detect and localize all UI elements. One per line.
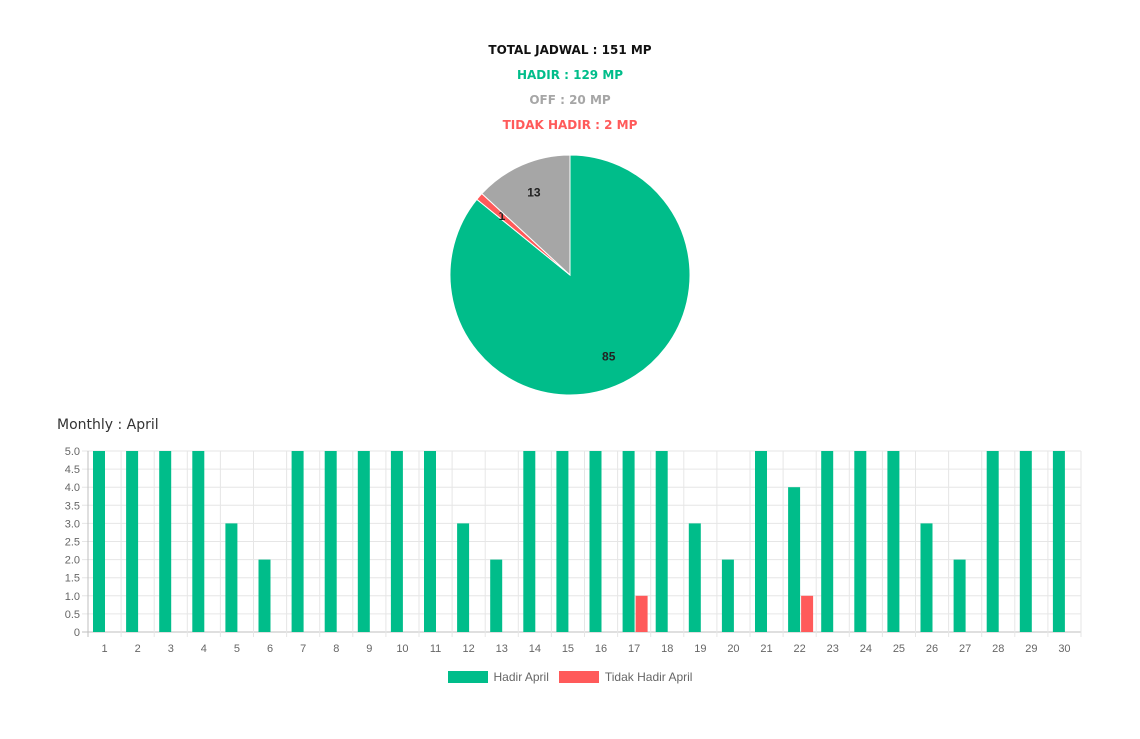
pie-data-label-tidak-hadir: 1 <box>499 209 506 223</box>
bar-hadir-day-18 <box>655 451 668 632</box>
x-tick-label: 19 <box>694 643 706 655</box>
pie-data-label-hadir: 85 <box>602 349 616 363</box>
bar-hadir-day-27 <box>953 559 966 632</box>
legend-swatch-tidak-hadir <box>558 671 599 683</box>
bar-hadir-day-25 <box>887 451 900 632</box>
y-tick-label: 2.5 <box>65 537 80 549</box>
y-tick-label: 0.5 <box>65 609 80 621</box>
bar-hadir-day-3 <box>159 451 172 632</box>
y-tick-label: 5.0 <box>65 446 80 458</box>
x-tick-label: 15 <box>562 643 574 655</box>
bar-hadir-day-24 <box>854 451 867 632</box>
pie-data-label-off: 13 <box>527 186 541 200</box>
bar-hadir-day-23 <box>821 451 834 632</box>
bar-hadir-day-6 <box>258 559 271 632</box>
y-tick-label: 2.0 <box>65 555 80 567</box>
x-tick-label: 1 <box>101 643 107 655</box>
bar-hadir-day-9 <box>357 451 370 632</box>
bar-hadir-day-19 <box>688 523 701 632</box>
x-tick-label: 26 <box>926 643 938 655</box>
bar-chart-legend: Hadir April Tidak Hadir April <box>0 670 1140 684</box>
x-tick-label: 21 <box>760 643 772 655</box>
absent-count-label: TIDAK HADIR : 2 MP <box>502 118 638 132</box>
x-tick-label: 28 <box>992 643 1004 655</box>
x-tick-label: 29 <box>1025 643 1037 655</box>
bar-hadir-day-7 <box>291 451 304 632</box>
legend-label-tidak-hadir: Tidak Hadir April <box>604 670 693 684</box>
x-tick-label: 23 <box>827 643 839 655</box>
bar-hadir-day-17 <box>622 451 635 632</box>
bar-hadir-day-26 <box>920 523 933 632</box>
legend-item-tidak-hadir[interactable]: Tidak Hadir April <box>558 670 693 684</box>
bar-hadir-day-5 <box>225 523 238 632</box>
bar-hadir-day-21 <box>755 451 767 632</box>
x-tick-label: 16 <box>595 643 607 655</box>
y-tick-label: 0 <box>74 627 80 639</box>
bar-tidak-hadir-day-22 <box>801 595 814 632</box>
y-tick-label: 3.0 <box>65 518 80 530</box>
y-tick-label: 1.0 <box>65 591 80 603</box>
x-tick-label: 11 <box>430 643 441 655</box>
legend-label-hadir: Hadir April <box>493 670 549 684</box>
y-tick-label: 4.5 <box>65 464 80 476</box>
bar-hadir-day-28 <box>986 451 999 632</box>
bar-hadir-day-12 <box>457 523 470 632</box>
y-tick-label: 3.5 <box>65 500 80 512</box>
x-tick-label: 3 <box>168 643 174 655</box>
legend-item-hadir[interactable]: Hadir April <box>447 670 549 684</box>
x-tick-label: 24 <box>860 643 872 655</box>
bar-hadir-day-13 <box>490 559 503 632</box>
pie-slice-hadir <box>449 154 691 396</box>
x-tick-label: 17 <box>628 643 640 655</box>
x-tick-label: 8 <box>333 643 339 655</box>
bar-hadir-day-15 <box>556 451 569 632</box>
x-tick-label: 22 <box>794 643 806 655</box>
bar-hadir-day-20 <box>721 559 734 632</box>
y-tick-label: 1.5 <box>65 573 80 585</box>
x-tick-label: 9 <box>366 643 372 655</box>
total-schedule-label: TOTAL JADWAL : 151 MP <box>488 43 652 57</box>
x-tick-label: 2 <box>135 643 141 655</box>
bar-hadir-day-29 <box>1019 451 1032 632</box>
x-tick-label: 12 <box>463 643 475 655</box>
x-tick-label: 27 <box>959 643 971 655</box>
x-tick-label: 10 <box>396 643 408 655</box>
legend-swatch-hadir <box>447 671 488 683</box>
bar-hadir-day-22 <box>788 487 801 632</box>
bar-hadir-day-2 <box>126 451 139 632</box>
x-tick-label: 7 <box>300 643 306 655</box>
x-tick-label: 13 <box>496 643 508 655</box>
y-tick-label: 4.0 <box>65 482 80 494</box>
bar-hadir-day-4 <box>192 451 205 632</box>
x-tick-label: 18 <box>661 643 673 655</box>
bar-hadir-day-16 <box>589 451 602 632</box>
x-tick-label: 4 <box>201 643 207 655</box>
x-tick-label: 14 <box>529 643 541 655</box>
monthly-bar-chart: 00.51.01.52.02.53.03.54.04.55.01 2 3 4 5 6 7 8 9… <box>65 446 1082 655</box>
monthly-title: Monthly : April <box>57 417 159 433</box>
bar-tidak-hadir-day-17 <box>635 595 648 632</box>
x-tick-label: 6 <box>267 643 273 655</box>
x-tick-label: 30 <box>1058 643 1070 655</box>
bar-hadir-day-8 <box>324 451 337 632</box>
bar-hadir-day-11 <box>424 451 436 632</box>
x-tick-label: 25 <box>893 643 905 655</box>
attendance-pie-chart: 85 1 13 <box>449 154 691 396</box>
bar-hadir-day-30 <box>1052 451 1065 632</box>
bar-hadir-day-14 <box>523 451 536 632</box>
summary-block: TOTAL JADWAL : 151 MP HADIR : 129 MP OFF… <box>0 38 1140 138</box>
bar-hadir-day-10 <box>390 451 403 632</box>
x-tick-label: 20 <box>727 643 739 655</box>
x-tick-label: 5 <box>234 643 240 655</box>
off-count-label: OFF : 20 MP <box>529 93 611 107</box>
pie-slice-off <box>481 154 571 277</box>
present-count-label: HADIR : 129 MP <box>516 68 624 82</box>
bar-hadir-day-1 <box>93 451 105 632</box>
